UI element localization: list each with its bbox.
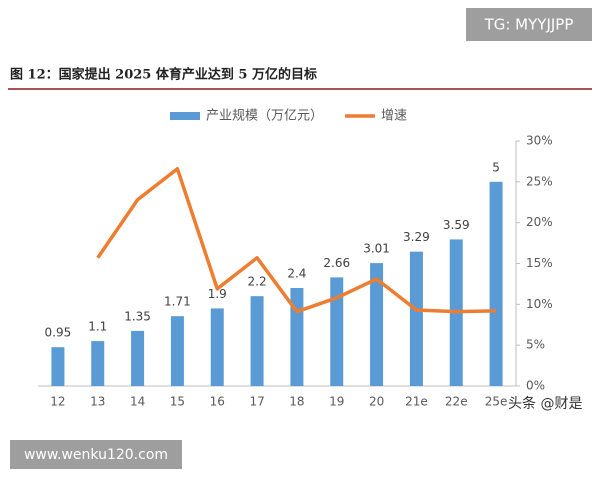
- bar: [170, 316, 184, 386]
- bar: [290, 288, 304, 386]
- x-tick-label: 16: [210, 395, 225, 409]
- value-label: 2.4: [287, 267, 306, 281]
- bar: [210, 308, 224, 386]
- bar: [51, 347, 65, 386]
- y2-tick-label: 10%: [526, 297, 553, 311]
- x-tick-label: 13: [90, 395, 105, 409]
- x-tick-label: 22e: [445, 395, 468, 409]
- value-label: 5: [492, 160, 500, 174]
- chart-title: 图 12：国家提出 2025 体育产业达到 5 万亿的目标: [10, 67, 317, 83]
- value-label: 1.71: [164, 295, 191, 309]
- bar: [489, 181, 503, 386]
- value-label: 3.59: [443, 218, 470, 232]
- value-label: 2.2: [248, 275, 267, 289]
- value-label: 2.66: [323, 256, 350, 270]
- bar: [91, 341, 105, 386]
- watermark: TG: MYYJJPP: [484, 16, 574, 34]
- y2-tick-label: 5%: [526, 338, 545, 352]
- watermark: www.wenku120.com: [24, 447, 168, 463]
- bar: [131, 330, 145, 386]
- watermark-box: [10, 440, 182, 469]
- x-tick-label: 17: [249, 395, 264, 409]
- value-label: 1.35: [124, 309, 151, 323]
- value-label: 1.1: [88, 320, 107, 334]
- value-label: 3.01: [363, 242, 390, 256]
- value-label: 0.95: [45, 326, 72, 340]
- bar: [409, 251, 423, 386]
- x-tick-label: 20: [369, 395, 384, 409]
- x-tick-label: 14: [130, 395, 145, 409]
- y2-tick-label: 20%: [526, 215, 553, 229]
- y2-tick-label: 0%: [526, 379, 545, 393]
- line: [96, 167, 497, 314]
- legend-label: 产业规模（万亿元）: [206, 109, 323, 124]
- watermark-box: [466, 8, 592, 41]
- bar: [370, 263, 384, 386]
- x-tick-label: 25e: [485, 395, 508, 409]
- y2-tick-label: 30%: [526, 134, 553, 148]
- legend-label: 增速: [381, 109, 407, 124]
- bar: [250, 296, 264, 386]
- legend-swatch: [170, 112, 200, 120]
- watermark: 头条 @财是: [508, 395, 582, 412]
- bar: [330, 277, 344, 386]
- x-tick-label: 12: [50, 395, 65, 409]
- y2-tick-label: 15%: [526, 256, 553, 270]
- value-label: 3.29: [403, 230, 430, 244]
- x-tick-label: 21e: [405, 395, 428, 409]
- x-tick-label: 18: [289, 395, 304, 409]
- y2-tick-label: 25%: [526, 174, 553, 188]
- value-label: 1.9: [208, 287, 227, 301]
- x-tick-label: 15: [170, 395, 185, 409]
- x-tick-label: 19: [329, 395, 344, 409]
